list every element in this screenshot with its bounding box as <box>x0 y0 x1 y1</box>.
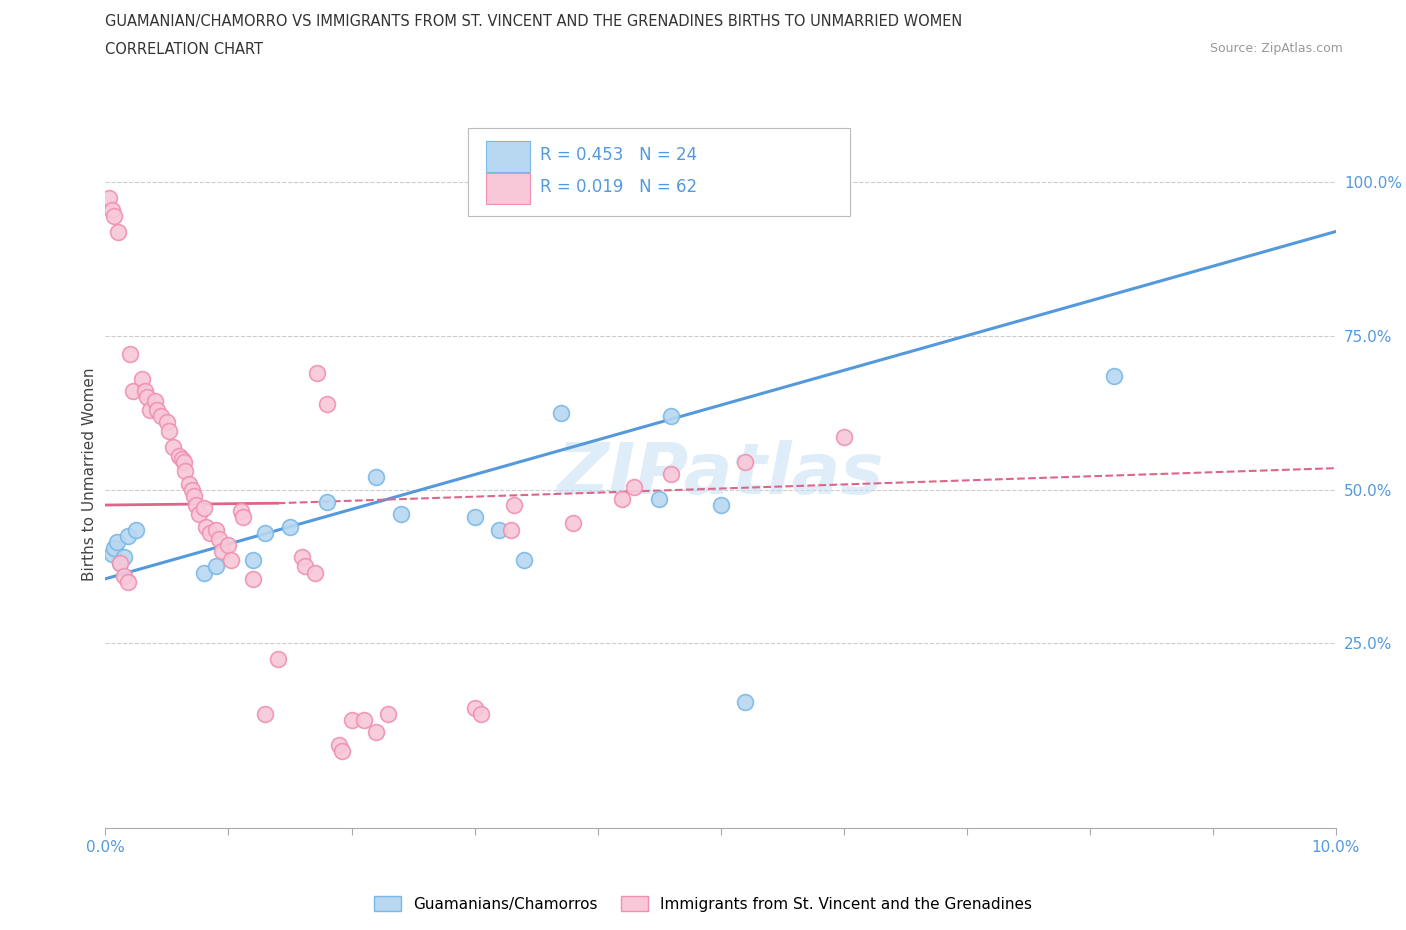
Point <box>464 700 486 715</box>
Point <box>340 712 363 727</box>
Point <box>173 455 195 470</box>
Point <box>661 467 683 482</box>
Text: GUAMANIAN/CHAMORRO VS IMMIGRANTS FROM ST. VINCENT AND THE GRENADINES BIRTHS TO U: GUAMANIAN/CHAMORRO VS IMMIGRANTS FROM ST… <box>105 14 963 29</box>
Point <box>612 491 634 506</box>
Point <box>232 510 254 525</box>
Point <box>112 568 135 583</box>
Point <box>195 519 218 534</box>
Point <box>193 565 215 580</box>
Point <box>208 531 231 546</box>
Point <box>710 498 733 512</box>
FancyBboxPatch shape <box>485 173 530 205</box>
Point <box>107 224 129 239</box>
Point <box>562 516 585 531</box>
Point <box>125 522 148 537</box>
Point <box>138 403 162 418</box>
Point <box>186 498 208 512</box>
Text: ZIPatlas: ZIPatlas <box>557 440 884 509</box>
Point <box>180 483 202 498</box>
Point <box>198 525 221 540</box>
Point <box>170 451 193 466</box>
Point <box>219 553 242 568</box>
Point <box>734 455 756 470</box>
Point <box>734 695 756 710</box>
Point <box>501 522 523 537</box>
Point <box>648 491 671 506</box>
Point <box>100 547 122 562</box>
Point <box>177 476 201 491</box>
Point <box>149 408 172 423</box>
Point <box>470 707 492 722</box>
Point <box>205 559 228 574</box>
Point <box>229 504 252 519</box>
Point <box>267 651 290 666</box>
Point <box>98 191 121 206</box>
Text: CORRELATION CHART: CORRELATION CHART <box>105 42 263 57</box>
Point <box>364 470 387 485</box>
Point <box>550 405 572 420</box>
Point <box>513 553 536 568</box>
Point <box>832 430 855 445</box>
Y-axis label: Births to Unmarried Women: Births to Unmarried Women <box>82 367 97 581</box>
Point <box>159 424 180 439</box>
Point <box>103 208 125 223</box>
Point <box>661 408 683 423</box>
FancyBboxPatch shape <box>485 141 530 172</box>
Point <box>136 390 159 405</box>
Legend: Guamanians/Chamorros, Immigrants from St. Vincent and the Grenadines: Guamanians/Chamorros, Immigrants from St… <box>367 890 1039 918</box>
Point <box>117 528 139 543</box>
Point <box>389 507 412 522</box>
Point <box>188 507 211 522</box>
Text: Source: ZipAtlas.com: Source: ZipAtlas.com <box>1209 42 1343 55</box>
Point <box>117 575 139 590</box>
Point <box>278 519 301 534</box>
Point <box>193 500 215 515</box>
Point <box>183 488 205 503</box>
Point <box>112 550 135 565</box>
Point <box>377 707 399 722</box>
Point <box>315 396 337 411</box>
Point <box>143 393 166 408</box>
FancyBboxPatch shape <box>468 128 849 217</box>
Point <box>294 559 316 574</box>
Text: R = 0.019   N = 62: R = 0.019 N = 62 <box>540 178 697 195</box>
Point <box>254 525 277 540</box>
Point <box>315 495 337 510</box>
Point <box>134 384 156 399</box>
Point <box>242 553 264 568</box>
Point <box>169 448 191 463</box>
Point <box>205 522 228 537</box>
Point <box>110 556 132 571</box>
Point <box>105 535 128 550</box>
Point <box>304 565 326 580</box>
Point <box>1104 368 1126 383</box>
Point <box>353 712 375 727</box>
Point <box>364 725 387 740</box>
Point <box>328 737 350 752</box>
Point <box>291 550 314 565</box>
Point <box>211 544 233 559</box>
Point <box>156 415 179 430</box>
Point <box>623 479 645 494</box>
Point <box>307 365 329 380</box>
Point <box>503 498 526 512</box>
Point <box>110 556 132 571</box>
Point <box>100 203 122 218</box>
Point <box>242 571 264 586</box>
Point <box>103 540 125 555</box>
Point <box>174 464 197 479</box>
Point <box>330 743 353 758</box>
Point <box>120 347 141 362</box>
Point <box>162 439 184 454</box>
Point <box>254 707 277 722</box>
Point <box>218 538 240 552</box>
Point <box>488 522 510 537</box>
Point <box>464 510 486 525</box>
Point <box>131 372 153 387</box>
Text: R = 0.453   N = 24: R = 0.453 N = 24 <box>540 146 697 164</box>
Point <box>146 403 169 418</box>
Point <box>121 384 143 399</box>
